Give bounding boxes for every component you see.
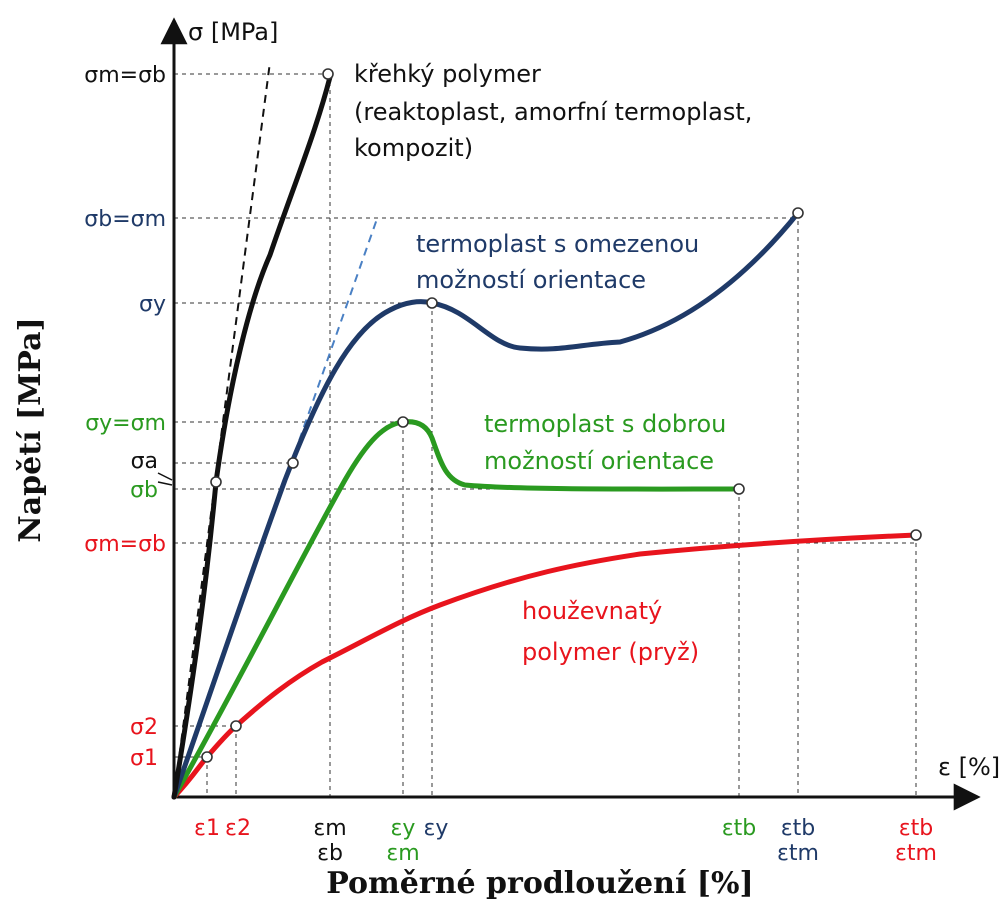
caption-limited-line-2: možností orientace xyxy=(416,266,646,294)
curve-limited-orientation xyxy=(171,210,801,800)
curve-good-orientation xyxy=(171,419,742,800)
y-label-sigma-2: σ2 xyxy=(130,715,158,740)
x-label-brittle-2: εb xyxy=(317,841,343,866)
marker-good-break xyxy=(733,483,745,495)
y-label-good: σy=σm xyxy=(85,411,166,436)
marker-brittle-break xyxy=(322,68,334,80)
marker-tough-sigma-1 xyxy=(201,751,213,763)
x-label-good-tb: εtb xyxy=(722,816,756,841)
marker-limited-yield xyxy=(426,297,438,309)
caption-brittle-line-3: kompozit) xyxy=(354,134,473,162)
marker-good-yield xyxy=(397,416,409,428)
caption-tough-line-2: polymer (pryž) xyxy=(522,638,699,666)
marker-tough-break xyxy=(910,529,922,541)
x-axis-unit: ε [%] xyxy=(938,753,1000,781)
x-axis-title: Poměrné prodloužení [%] xyxy=(326,866,753,901)
caption-limited-line-1: termoplast s omezenou xyxy=(416,230,699,258)
x-label-limited-tm: εtm xyxy=(777,841,819,866)
x-label-brittle-1: εm xyxy=(313,816,346,841)
y-label-limited: σb=σm xyxy=(84,207,166,232)
y-label-tough: σm=σb xyxy=(84,532,166,557)
x-label-tough-tb: εtb xyxy=(899,816,933,841)
caption-brittle-line-2: (reaktoplast, amorfní termoplast, xyxy=(354,98,752,126)
sigma-a-leader xyxy=(157,472,173,481)
vertical-guides xyxy=(206,74,917,797)
y-axis-labels: σm=σb σb=σm σy σy=σm σa σb σm=σb σ2 σ1 xyxy=(84,63,166,771)
x-label-limited-y: εy xyxy=(424,816,449,841)
x-label-good-y: εy xyxy=(391,816,416,841)
caption-brittle-line-1: křehký polymer xyxy=(354,60,541,88)
caption-good-line-2: možností orientace xyxy=(484,447,714,475)
y-label-sigma-1: σ1 xyxy=(130,746,158,771)
x-label-good-m: εm xyxy=(386,841,419,866)
x-axis-labels: ε1 ε2 εm εb εy εm εy εtb εtb εtm εtb εtm xyxy=(194,816,937,866)
x-label-eps-1: ε1 xyxy=(194,816,220,841)
caption-tough-line-1: houževnatý xyxy=(522,597,662,625)
sigma-b-leader xyxy=(157,481,173,486)
marker-brittle-sigma-a xyxy=(210,476,222,488)
curve-tough-polymer xyxy=(171,532,919,800)
curve-captions: křehký polymer (reaktoplast, amorfní ter… xyxy=(354,60,752,666)
caption-good-line-1: termoplast s dobrou xyxy=(484,410,726,438)
curve-brittle-polymer xyxy=(171,74,333,800)
x-label-eps-2: ε2 xyxy=(225,816,251,841)
marker-limited-break xyxy=(792,207,804,219)
y-axis-unit: σ [MPa] xyxy=(188,18,278,46)
y-label-good-break: σb xyxy=(130,478,158,503)
y-label-brittle: σm=σb xyxy=(84,63,166,88)
curve-markers xyxy=(201,68,922,763)
y-label-limited-yield: σy xyxy=(139,292,166,317)
x-label-limited-tb: εtb xyxy=(781,816,815,841)
y-label-sigma-a: σa xyxy=(131,449,158,474)
marker-tough-sigma-2 xyxy=(230,720,242,732)
x-label-tough-tm: εtm xyxy=(895,841,937,866)
y-axis-title: Napětí [MPa] xyxy=(13,317,48,542)
marker-limited-sigma-a xyxy=(287,457,299,469)
